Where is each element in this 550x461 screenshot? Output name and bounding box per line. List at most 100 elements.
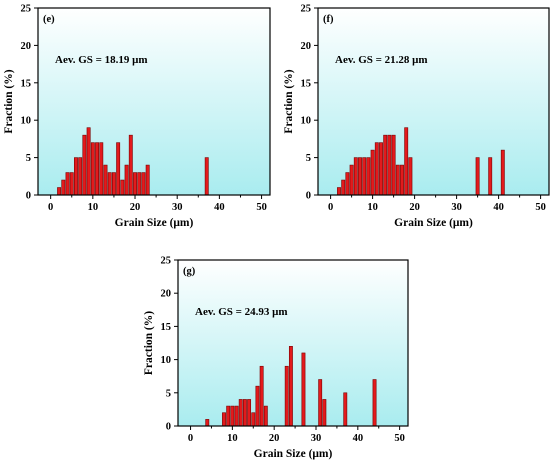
bar	[322, 399, 327, 427]
x-tick-label: 50	[256, 202, 267, 213]
y-axis-label: Fraction (%)	[143, 311, 155, 375]
plot-frame	[317, 7, 550, 196]
x-tick-label: 30	[311, 433, 322, 444]
y-tick-label: 5	[306, 153, 311, 164]
y-tick-label: 20	[21, 41, 32, 52]
average-grain-size-annotation: Aev. GS = 24.93 μm	[195, 306, 288, 318]
bar	[395, 164, 400, 196]
bar	[263, 405, 268, 427]
bar	[358, 157, 362, 196]
x-tick-label: 30	[172, 202, 183, 213]
bar	[255, 385, 260, 427]
x-tick-label: 50	[535, 202, 546, 213]
y-tick-label: 5	[26, 153, 31, 164]
bar	[349, 164, 354, 196]
y-tick-label: 25	[301, 4, 312, 15]
y-tick-label: 15	[301, 78, 312, 89]
bar	[379, 142, 383, 196]
bar	[374, 142, 379, 196]
x-axis-label: Grain Size (μm)	[394, 217, 473, 229]
y-tick-label: 20	[301, 41, 312, 52]
panel-label: (g)	[183, 266, 196, 277]
x-tick-label: 0	[48, 202, 53, 213]
bar	[362, 157, 367, 196]
x-tick-label: 20	[130, 202, 141, 213]
bar	[226, 405, 231, 427]
bar	[204, 157, 209, 196]
bar	[343, 392, 348, 427]
chart-panel-3: 0 10 20 30 40 50 0 5 10 15 20 25 Grain Size (μm) Frac…	[143, 256, 409, 460]
bar	[400, 164, 404, 196]
y-axis-label: Fraction (%)	[283, 69, 295, 133]
bar	[353, 157, 358, 196]
x-axis-label: Grain Size (μm)	[254, 448, 333, 460]
bar	[387, 134, 392, 196]
bar	[205, 419, 210, 427]
bar	[82, 134, 87, 196]
x-tick-label: 20	[409, 202, 420, 213]
bar	[107, 172, 112, 196]
bar	[370, 149, 375, 196]
x-tick-label: 10	[367, 202, 378, 213]
y-tick-label: 20	[161, 289, 172, 300]
x-tick-label: 30	[451, 202, 462, 213]
bar	[65, 172, 70, 196]
chart-panel-1: 0 10 20 30 40 50 0 5 10 15 20 25 Grain Size (μm) Frac…	[3, 4, 271, 229]
y-tick-label: 15	[21, 78, 32, 89]
x-tick-label: 40	[214, 202, 225, 213]
panel-label: (e)	[43, 14, 55, 25]
plot-frame	[177, 259, 409, 427]
y-tick-label: 0	[166, 422, 171, 433]
y-tick-label: 0	[26, 191, 31, 202]
y-tick-label: 10	[301, 116, 312, 127]
bar	[78, 157, 83, 196]
y-tick-label: 10	[161, 355, 172, 366]
bar	[337, 187, 341, 196]
bar	[86, 127, 91, 196]
plot-background	[38, 8, 270, 195]
x-axis-label: Grain Size (μm)	[115, 217, 194, 229]
bar	[120, 179, 125, 196]
bar	[57, 187, 62, 196]
bar	[124, 164, 129, 196]
bar	[222, 412, 226, 427]
x-tick-label: 0	[328, 202, 333, 213]
bar	[345, 172, 350, 196]
bar	[301, 352, 306, 427]
bar	[137, 172, 142, 196]
bar	[391, 134, 396, 196]
bar	[259, 365, 264, 427]
bar	[404, 127, 409, 196]
bar	[69, 172, 74, 196]
bar	[116, 142, 121, 196]
bar	[247, 399, 252, 427]
bar	[383, 134, 388, 196]
x-tick-label: 10	[88, 202, 99, 213]
y-axis-label: Fraction (%)	[3, 69, 15, 133]
bar	[318, 379, 323, 427]
bar	[145, 164, 150, 196]
bar	[408, 157, 413, 196]
x-tick-label: 40	[353, 433, 364, 444]
x-tick-label: 40	[493, 202, 504, 213]
y-tick-label: 25	[21, 4, 32, 15]
bar	[500, 149, 505, 196]
bar	[103, 164, 108, 196]
x-tick-label: 10	[227, 433, 238, 444]
bar	[366, 157, 371, 196]
bar	[74, 157, 78, 196]
y-tick-label: 5	[166, 388, 171, 399]
bar	[230, 405, 235, 427]
bar	[141, 172, 146, 196]
bar	[234, 405, 239, 427]
average-grain-size-annotation: Aev. GS = 18.19 μm	[55, 54, 148, 66]
bar	[341, 179, 346, 196]
plot-background	[178, 260, 408, 426]
bar	[61, 179, 66, 196]
bar	[95, 142, 99, 196]
x-tick-label: 20	[269, 433, 280, 444]
chart-panel-2: 0 10 20 30 40 50 0 5 10 15 20 25 Grain Size (μm) Frac…	[283, 4, 550, 229]
bar	[128, 134, 133, 196]
x-tick-label: 0	[188, 433, 193, 444]
